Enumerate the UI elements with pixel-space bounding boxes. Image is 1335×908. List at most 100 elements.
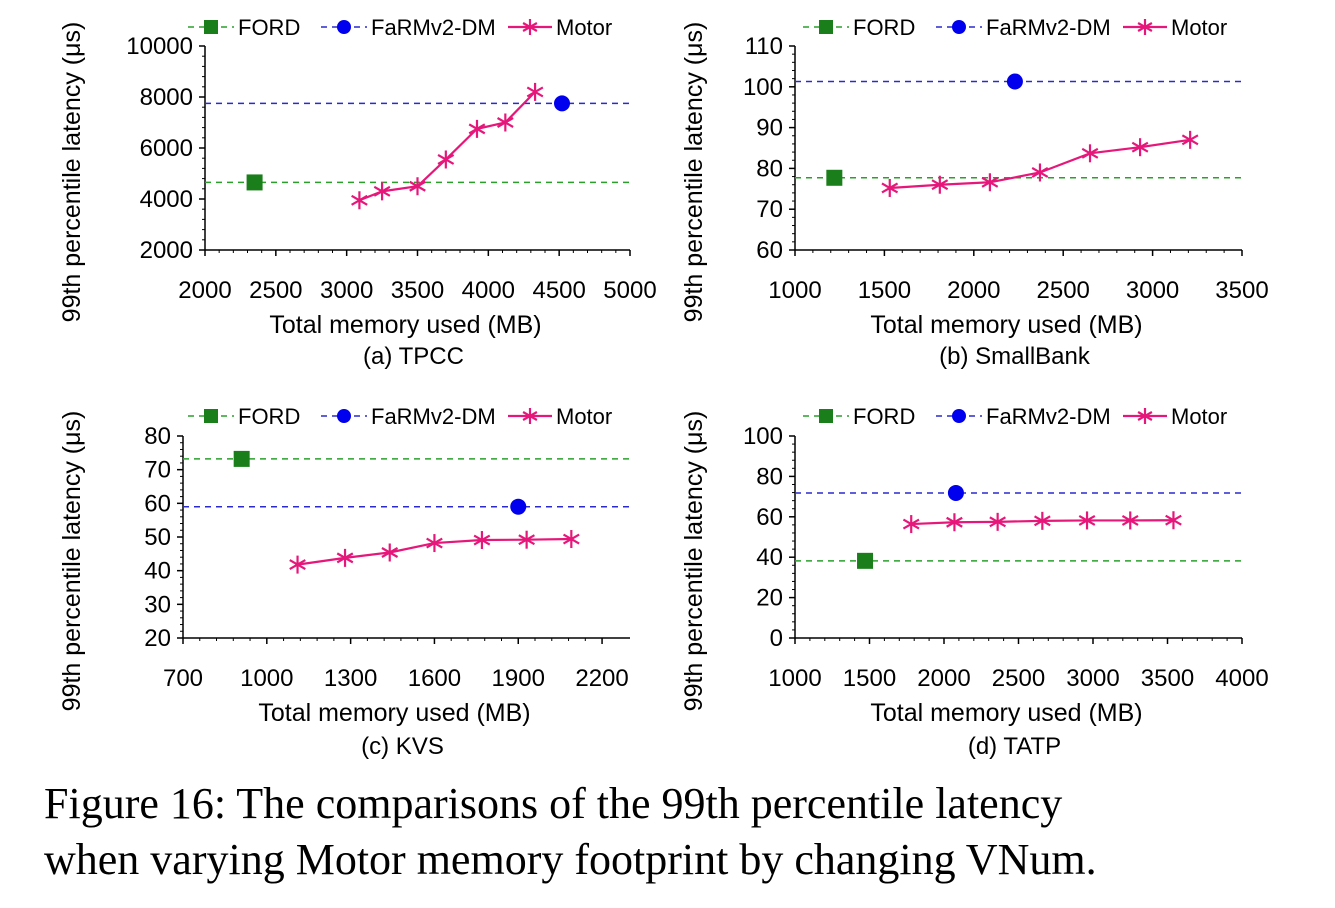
y-tick-label: 10000 xyxy=(126,33,193,60)
motor-point xyxy=(496,113,514,132)
legend-farm-label: FaRMv2-DM xyxy=(371,404,496,429)
x-axis-label: Total memory used (MB) xyxy=(269,311,541,339)
legend-ford-marker xyxy=(204,20,218,34)
chart-panel-d: 0 20 40 60 80 100 1000 1500 2000 2500 3000 3500 4000… xyxy=(680,404,1269,760)
y-tick-label: 70 xyxy=(756,196,783,223)
legend-motor-marker xyxy=(522,408,538,424)
motor-point xyxy=(473,531,491,550)
figure-caption: Figure 16: The comparisons of the 99th p… xyxy=(0,776,1335,888)
legend-ford-label: FORD xyxy=(853,404,915,429)
x-tick-label: 1000 xyxy=(768,277,821,304)
x-tick-label: 3000 xyxy=(320,277,373,304)
x-tick-label: 3500 xyxy=(1141,665,1194,692)
y-tick-label: 100 xyxy=(743,423,783,450)
y-axis-label: 99th percentile latency (μs) xyxy=(680,411,708,712)
y-tick-label: 100 xyxy=(743,74,783,101)
x-tick-label: 2000 xyxy=(178,277,231,304)
legend-farm-marker xyxy=(337,409,351,423)
y-tick-label: 30 xyxy=(144,591,171,618)
legend-farm-marker xyxy=(952,20,966,34)
ford-point xyxy=(246,174,263,191)
chart-legend: FORD FaRMv2-DM Motor xyxy=(803,15,1227,40)
x-tick-label: 1600 xyxy=(408,665,461,692)
chart-panel-a: 2000 4000 6000 8000 10000 2000 2500 3000 3500 400… xyxy=(58,15,657,370)
chart-subtitle: (b) SmallBank xyxy=(939,343,1091,370)
chart-legend: FORD FaRMv2-DM Motor xyxy=(803,404,1227,429)
y-tick-label: 4000 xyxy=(140,186,193,213)
caption-line-2: when varying Motor memory footprint by c… xyxy=(44,835,1097,884)
motor-point xyxy=(931,175,949,194)
legend-ford-label: FORD xyxy=(238,404,300,429)
motor-point xyxy=(1031,163,1049,182)
motor-point xyxy=(902,515,920,534)
legend-ford-marker xyxy=(204,409,218,423)
ford-point xyxy=(233,450,250,467)
y-tick-label: 40 xyxy=(756,544,783,571)
motor-point xyxy=(351,191,368,210)
motor-point xyxy=(409,177,426,196)
motor-point xyxy=(373,182,391,201)
y-axis-label: 99th percentile latency (μs) xyxy=(680,22,708,323)
legend-ford-marker xyxy=(819,409,833,423)
farm-point xyxy=(947,484,964,501)
x-tick-label: 3500 xyxy=(391,277,444,304)
legend-farm-marker xyxy=(952,409,966,423)
y-tick-label: 110 xyxy=(745,33,783,60)
y-tick-label: 60 xyxy=(144,490,171,517)
motor-point xyxy=(437,150,455,169)
motor-point xyxy=(518,530,535,549)
y-tick-label: 20 xyxy=(756,585,783,612)
legend-farm-marker xyxy=(337,20,351,34)
motor-series-line xyxy=(359,91,536,202)
x-tick-label: 2000 xyxy=(917,665,970,692)
caption-line-1: Figure 16: The comparisons of the 99th p… xyxy=(44,779,1063,828)
x-tick-label: 1500 xyxy=(858,277,911,304)
legend-ford-marker xyxy=(819,20,833,34)
x-tick-label: 1300 xyxy=(324,665,377,692)
motor-point xyxy=(426,534,443,553)
chart-subtitle: (a) TPCC xyxy=(363,343,464,370)
chart-subtitle: (c) KVS xyxy=(361,733,444,760)
x-tick-label: 2500 xyxy=(249,277,302,304)
x-axis-label: Total memory used (MB) xyxy=(870,311,1142,339)
x-tick-label: 700 xyxy=(163,665,203,692)
motor-point xyxy=(981,173,999,192)
motor-point xyxy=(562,530,580,549)
legend-motor-label: Motor xyxy=(556,15,612,40)
x-axis-label: Total memory used (MB) xyxy=(258,699,530,727)
motor-point xyxy=(1121,511,1139,530)
motor-point xyxy=(989,512,1006,531)
motor-point xyxy=(1033,511,1051,530)
x-tick-label: 4000 xyxy=(1215,665,1268,692)
x-tick-label: 1000 xyxy=(768,665,821,692)
legend-motor-marker xyxy=(1137,19,1153,35)
y-tick-label: 80 xyxy=(756,463,783,490)
legend-farm-label: FaRMv2-DM xyxy=(986,15,1111,40)
x-tick-label: 2200 xyxy=(575,665,628,692)
y-tick-label: 60 xyxy=(756,504,783,531)
chart-panel-b: 60 70 80 90 100 110 1000 1500 2000 2500 3000 3500 To… xyxy=(680,15,1269,370)
motor-point xyxy=(1165,511,1182,530)
y-axis-label: 99th percentile latency (μs) xyxy=(58,22,86,323)
x-tick-label: 3000 xyxy=(1126,277,1179,304)
motor-point xyxy=(336,548,354,567)
x-tick-label: 1900 xyxy=(492,665,545,692)
motor-point xyxy=(381,543,399,562)
x-axis-label: Total memory used (MB) xyxy=(870,699,1142,727)
motor-point xyxy=(1131,138,1149,157)
x-tick-label: 2500 xyxy=(1037,277,1090,304)
chart-panel-c: 20 30 40 50 60 70 80 700 1000 1300 1600 1900 2200 Tot… xyxy=(58,404,630,760)
ford-point xyxy=(826,169,843,186)
farm-point xyxy=(554,95,570,112)
y-tick-label: 20 xyxy=(144,625,171,652)
y-tick-label: 80 xyxy=(144,423,171,450)
y-tick-label: 6000 xyxy=(140,135,193,162)
x-tick-label: 1000 xyxy=(240,665,293,692)
x-tick-label: 5000 xyxy=(603,277,656,304)
chart-legend: FORD FaRMv2-DM Motor xyxy=(188,15,612,40)
motor-point xyxy=(526,82,544,101)
legend-motor-label: Motor xyxy=(1171,15,1227,40)
x-tick-label: 3500 xyxy=(1215,277,1268,304)
